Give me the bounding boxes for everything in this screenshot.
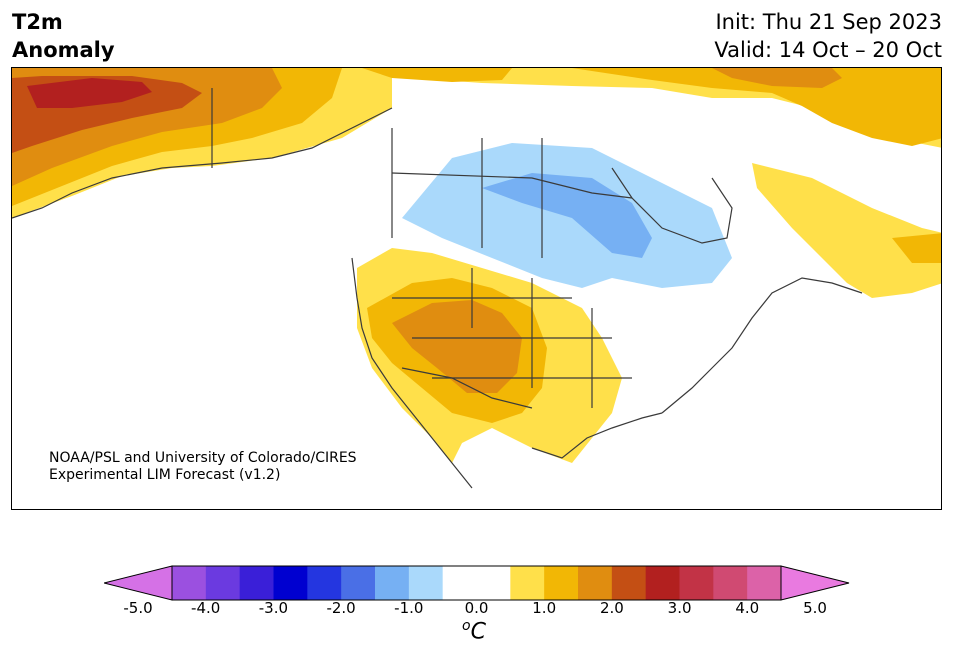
coastline-pacific — [351, 257, 473, 489]
colorbar — [104, 565, 850, 601]
coastline-gulf — [531, 412, 663, 459]
border-us-mexico — [401, 367, 533, 409]
border-provinces — [211, 88, 543, 258]
colorbar-cell — [205, 566, 241, 600]
colorbar-tick-label: 3.0 — [667, 599, 692, 617]
colorbar-tick-label: -3.0 — [258, 599, 289, 617]
units-degree: o — [462, 618, 471, 634]
anomaly-arctic-orange — [712, 68, 842, 88]
colorbar-over-arrow — [780, 565, 850, 601]
colorbar-tick-label: 4.0 — [735, 599, 760, 617]
anomaly-cool-medium — [482, 173, 652, 258]
colorbar-cell — [544, 566, 579, 600]
colorbar-cell — [307, 566, 342, 600]
valid-range: Valid: 14 Oct – 20 Oct — [714, 38, 942, 62]
colorbar-tick-label: -4.0 — [191, 599, 221, 617]
anomaly-arctic-gold-1 — [572, 68, 941, 146]
colorbar-cell — [611, 566, 647, 600]
colorbar-units: oC — [462, 618, 486, 644]
anomaly-alaska-red — [27, 78, 152, 108]
colorbar-tick-label: 0.0 — [464, 599, 489, 617]
colorbar-cell — [172, 566, 207, 600]
credit-text: NOAA/PSL and University of Colorado/CIRE… — [49, 450, 357, 484]
map-svg — [12, 68, 941, 489]
colorbar-cell — [747, 566, 782, 600]
colorbar-cell — [476, 566, 511, 600]
colorbar-tick-label: -5.0 — [123, 599, 153, 617]
anomaly-atlantic-gold — [892, 233, 941, 263]
date-block: Init: Thu 21 Sep 2023 Valid: 14 Oct – 20… — [714, 8, 942, 64]
credit-line-2: Experimental LIM Forecast (v1.2) — [49, 467, 281, 483]
anomaly-sw-orange — [392, 300, 522, 393]
coastline-atlantic — [661, 277, 863, 414]
colorbar-cell — [442, 566, 477, 600]
colorbar-under-arrow — [104, 565, 173, 601]
variable-subtitle: Anomaly — [12, 38, 115, 62]
colorbar-tick-label: 1.0 — [532, 599, 557, 617]
colorbar-tick-label: 5.0 — [803, 599, 827, 617]
colorbar-cell — [713, 566, 748, 600]
anomaly-map — [11, 67, 942, 510]
colorbar-cell — [273, 566, 308, 600]
colorbar-cell — [679, 566, 714, 600]
credit-line-1: NOAA/PSL and University of Colorado/CIRE… — [49, 450, 357, 466]
colorbar-tick-label: 2.0 — [599, 599, 624, 617]
coastline-alaska — [12, 107, 393, 219]
colorbar-cell — [341, 566, 376, 600]
colorbar-ticks: -5.0 -4.0 -3.0 -2.0 -1.0 0.0 1.0 2.0 3.0 4.0 5.0 — [0, 599, 953, 619]
anomaly-atlantic-yellow — [752, 163, 941, 298]
colorbar-cell — [408, 566, 444, 600]
variable-title: T2m — [12, 10, 63, 34]
colorbar-tick-label: -1.0 — [394, 599, 424, 617]
border-states-1 — [392, 268, 632, 408]
colorbar-cells — [172, 566, 782, 600]
border-us-canada — [391, 172, 633, 199]
colorbar-cell — [510, 566, 545, 600]
init-date: Init: Thu 21 Sep 2023 — [715, 10, 942, 34]
anomaly-arctic-gold-2 — [362, 68, 512, 82]
title-block: T2m Anomaly — [12, 8, 115, 64]
colorbar-cell — [375, 566, 410, 600]
colorbar-tick-label: -2.0 — [326, 599, 356, 617]
colorbar-cell — [645, 566, 680, 600]
colorbar-cell — [239, 566, 274, 600]
units-label: C — [470, 619, 486, 645]
colorbar-outline — [171, 565, 782, 601]
colorbar-cell — [578, 566, 613, 600]
